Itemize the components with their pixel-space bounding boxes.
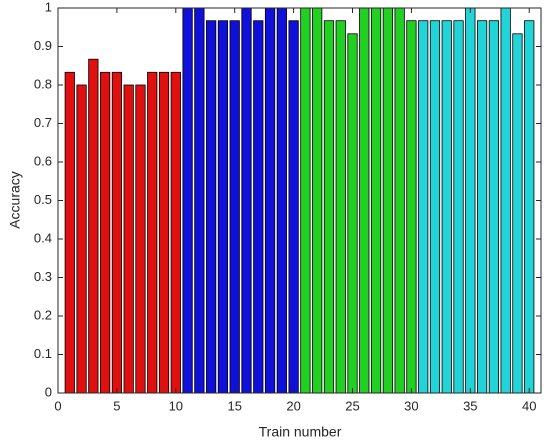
bar — [135, 84, 146, 394]
bar — [264, 7, 276, 394]
x-tick-label: 20 — [286, 398, 300, 413]
bar — [429, 20, 441, 394]
y-tick-label: 0.5 — [34, 192, 52, 207]
bar — [288, 20, 299, 394]
bar — [206, 20, 217, 394]
bar — [170, 71, 181, 394]
bar — [217, 20, 229, 394]
bar — [453, 20, 464, 394]
bar — [500, 7, 511, 394]
bar — [418, 20, 429, 394]
x-tick-label: 5 — [113, 398, 120, 413]
bar — [194, 7, 205, 394]
bar — [406, 20, 417, 394]
bar — [347, 33, 358, 394]
bar — [158, 71, 170, 394]
bar — [524, 20, 535, 394]
bar — [441, 20, 452, 394]
bar — [276, 7, 287, 394]
bar — [300, 7, 311, 394]
y-tick-label: 0.6 — [34, 153, 52, 168]
x-tick-label: 0 — [54, 398, 61, 413]
bar — [88, 58, 99, 394]
bar — [147, 71, 158, 394]
bar — [182, 7, 193, 394]
bar — [370, 7, 382, 394]
bar — [64, 71, 75, 394]
y-tick-label: 0.9 — [34, 38, 52, 53]
bar — [488, 20, 499, 394]
bar — [394, 7, 405, 394]
x-tick-label: 35 — [463, 398, 477, 413]
bar — [323, 20, 335, 394]
y-tick-label: 0.4 — [34, 230, 52, 245]
x-tick-label: 10 — [169, 398, 183, 413]
bar — [76, 84, 87, 394]
y-axis-label: Accuracy — [7, 171, 23, 229]
x-tick-label: 25 — [345, 398, 359, 413]
bar — [359, 7, 370, 394]
y-tick-label: 0.7 — [34, 115, 52, 130]
y-tick-label: 1 — [45, 0, 52, 14]
bar — [312, 7, 323, 394]
y-tick-label: 0 — [45, 384, 52, 399]
x-tick-label: 40 — [522, 398, 536, 413]
bar — [476, 20, 488, 394]
bar — [253, 20, 264, 394]
bar — [111, 71, 123, 394]
y-tick-label: 0.1 — [34, 346, 52, 361]
bar — [229, 20, 240, 394]
y-tick-label: 0.2 — [34, 307, 52, 322]
bar — [512, 33, 523, 394]
bar — [382, 7, 393, 394]
bar — [100, 71, 111, 394]
bar — [123, 84, 134, 394]
y-tick-label: 0.8 — [34, 76, 52, 91]
y-tick-label: 0.3 — [34, 269, 52, 284]
bar — [465, 7, 476, 394]
x-tick-label: 30 — [404, 398, 418, 413]
x-axis-label: Train number — [259, 424, 342, 440]
bar — [241, 7, 252, 394]
x-tick-label: 15 — [227, 398, 241, 413]
bar — [335, 20, 346, 394]
